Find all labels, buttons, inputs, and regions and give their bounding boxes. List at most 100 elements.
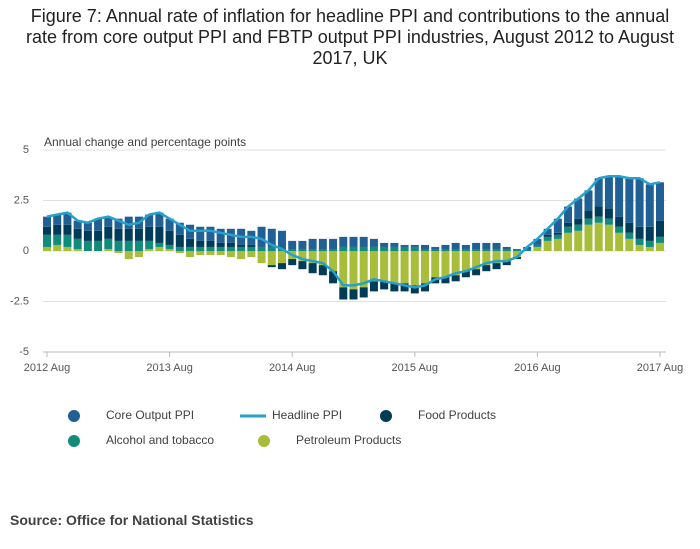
bar [134,251,143,258]
bar [369,281,378,292]
bar [502,251,511,262]
bar [73,220,82,229]
bar [461,248,470,251]
bar [482,265,491,272]
legend-label: Food Products [418,408,496,422]
bar [308,251,317,264]
bar [104,238,113,249]
bar [267,251,276,266]
bar [492,248,501,251]
legend-marker [258,435,270,447]
bar [553,238,562,251]
bar [349,251,358,290]
bar [165,244,174,249]
bar [584,190,593,211]
bar [390,242,399,247]
bar [584,224,593,251]
bar [329,248,338,251]
y-tick-label: -5 [19,346,29,358]
bar [145,226,154,241]
bar [145,214,154,227]
bar [359,251,368,288]
bar [165,248,174,251]
bar [604,218,613,225]
bar [656,182,664,221]
bar [298,248,307,251]
bar [114,240,123,251]
bar [308,238,317,249]
bar [94,218,103,231]
bar [564,226,573,233]
bar [380,246,389,251]
bar [635,238,644,245]
y-tick-label: 2.5 [14,194,29,206]
bar [165,218,174,231]
bar [441,251,450,278]
bar [216,246,225,251]
bar [349,236,358,247]
bar [625,238,634,251]
bar [53,224,62,235]
bar [83,222,92,231]
bar [318,238,327,249]
bar [43,246,51,251]
bar [564,206,573,223]
bar [410,285,419,294]
bar [53,214,62,225]
bar [400,251,409,284]
bar [288,240,297,249]
bar [369,246,378,251]
bar [339,287,348,300]
x-tick-label: 2017 Aug [637,362,684,374]
bar [237,244,246,247]
bar [380,281,389,290]
bar [451,275,460,282]
bar [298,251,307,262]
bar [63,224,72,235]
bar [186,238,195,247]
bar [226,246,235,251]
bar [635,226,644,239]
bar [615,216,624,227]
bar [63,234,72,247]
bar [594,216,603,223]
bar [43,226,51,235]
bar [369,238,378,247]
bar [604,208,613,219]
bar [298,240,307,249]
legend-label: Core Output PPI [106,408,194,422]
bar [359,246,368,251]
bar [645,226,654,241]
bar [114,228,123,241]
bar [359,287,368,298]
legend-marker [380,410,392,422]
bar [656,242,664,251]
bar [155,226,164,243]
bar [206,251,215,256]
bar [421,248,430,251]
bar [237,251,246,260]
bar [594,178,603,207]
bar [247,246,256,251]
bar [155,246,164,251]
bar [502,246,511,249]
bar [104,216,113,227]
bar [267,228,276,247]
bar [502,248,511,251]
bar [114,218,123,229]
bar [482,242,491,249]
bar [124,228,133,241]
bar [615,232,624,251]
bar [53,234,62,245]
bar [380,251,389,282]
bar [492,242,501,249]
bar [339,246,348,251]
bar [625,178,634,223]
bar [543,240,552,251]
bar [216,251,225,256]
bar [584,210,593,219]
bar [492,263,501,270]
bar [472,248,481,251]
bar [553,234,562,239]
